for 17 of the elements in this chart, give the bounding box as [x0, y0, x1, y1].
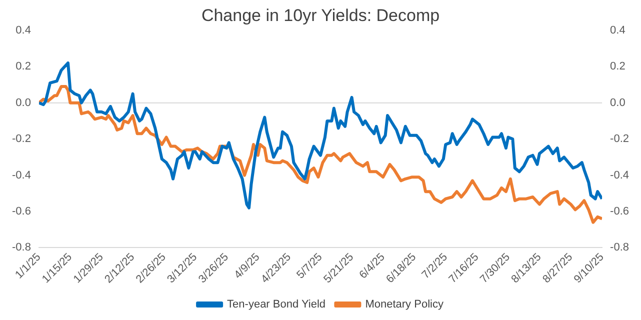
legend-label: Monetary Policy: [365, 298, 444, 311]
y2-tick-label: -0.2: [610, 133, 630, 146]
y2-tick-label: -0.8: [610, 242, 630, 254]
y-tick-label: -0.6: [12, 206, 31, 218]
y2-tick-label: -0.6: [610, 206, 630, 218]
y2-tick-label: 0.0: [610, 96, 626, 109]
y-tick-label: -0.8: [12, 242, 31, 254]
chart-title: Change in 10yr Yields: Decomp: [201, 6, 440, 25]
y-tick-label: -0.2: [12, 133, 31, 146]
y-tick-label: -0.4: [12, 169, 31, 182]
y2-tick-label: 0.4: [610, 24, 626, 36]
y-tick-label: 0.2: [16, 60, 31, 73]
y-tick-label: 0.0: [16, 96, 31, 109]
y-tick-label: 0.4: [16, 24, 31, 36]
y2-tick-label: 0.2: [610, 60, 626, 73]
legend-label: Ten-year Bond Yield: [227, 298, 326, 311]
y2-tick-label: -0.4: [610, 169, 630, 182]
